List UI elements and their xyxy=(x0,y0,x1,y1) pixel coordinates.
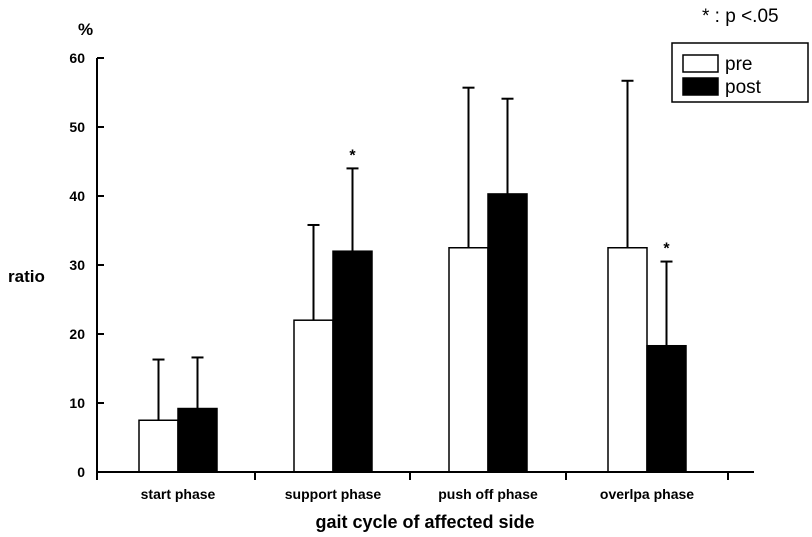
y-tick-label: 10 xyxy=(69,395,85,411)
y-tick-label: 50 xyxy=(69,119,85,135)
y-axis-ticks: 0 10 20 30 40 50 60 xyxy=(69,50,104,480)
bar-post xyxy=(177,407,218,473)
legend-label-pre: pre xyxy=(725,54,752,75)
legend-swatch-post xyxy=(682,77,719,96)
y-tick-label: 60 xyxy=(69,50,85,66)
significance-marker: * xyxy=(663,241,670,258)
y-tick-label: 30 xyxy=(69,257,85,273)
legend-swatch-pre xyxy=(682,54,719,73)
x-tick-label: overlpa phase xyxy=(600,486,694,502)
y-axis-unit: % xyxy=(78,20,93,39)
legend-label-post: post xyxy=(725,77,762,98)
bar-pre xyxy=(138,419,179,473)
y-tick-label: 20 xyxy=(69,326,85,342)
bar-post xyxy=(332,250,373,473)
x-axis-title: gait cycle of affected side xyxy=(315,512,534,532)
significance-marker: * xyxy=(349,147,356,164)
x-tick-label: support phase xyxy=(285,486,382,502)
bar-post xyxy=(646,344,687,473)
legend: pre post xyxy=(671,42,809,103)
y-axis-title: ratio xyxy=(8,267,45,286)
x-tick-label: start phase xyxy=(141,486,216,502)
y-tick-label: 40 xyxy=(69,188,85,204)
bar-pre xyxy=(607,247,648,473)
x-axis-ticks: start phase support phase push off phase ov… xyxy=(96,472,729,502)
bar-pre xyxy=(293,319,334,473)
plot-area: ** xyxy=(138,79,687,473)
y-tick-label: 0 xyxy=(77,464,85,480)
bar-pre xyxy=(448,247,489,473)
x-tick-label: push off phase xyxy=(438,486,538,502)
bar-post xyxy=(487,193,528,473)
significance-note: * : p <.05 xyxy=(702,6,779,27)
